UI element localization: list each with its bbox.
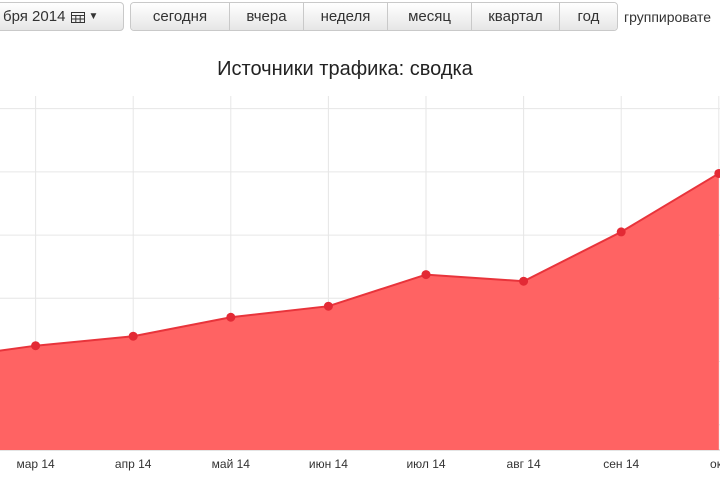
data-point[interactable] [31,341,41,351]
period-button-week[interactable]: неделя [303,3,387,30]
x-tick-label: май 14 [212,457,251,471]
data-point[interactable] [714,168,720,178]
calendar-icon [71,11,86,23]
date-range-button[interactable]: бря 2014 ▼ [0,2,124,31]
data-point[interactable] [421,270,431,280]
period-button-month[interactable]: месяц [387,3,471,30]
x-tick-label: апр 14 [115,457,152,471]
period-selector: сегодня вчера неделя месяц квартал год [130,2,618,31]
period-button-yesterday[interactable]: вчера [229,3,303,30]
data-point[interactable] [226,312,236,322]
chevron-down-icon: ▼ [88,11,99,22]
series-area [0,173,719,450]
x-tick-label: сен 14 [603,457,639,471]
x-tick-label: июл 14 [406,457,445,471]
period-button-year[interactable]: год [559,3,617,30]
x-tick-label: мар 14 [16,457,55,471]
series-points [31,168,720,351]
data-point[interactable] [616,227,626,237]
period-button-quarter[interactable]: квартал [471,3,559,30]
chart-title: Источники трафика: сводка [217,58,473,80]
x-tick-label: авг 14 [507,457,541,471]
data-point[interactable] [323,301,333,311]
x-axis-ticks: мар 14 апр 14 май 14 июн 14 июл 14 авг 14 сен … [16,457,720,471]
period-button-today[interactable]: сегодня [131,3,229,30]
toolbar: бря 2014 ▼ сегодня вчера неделя месяц кв… [0,0,720,34]
data-point[interactable] [128,331,138,341]
group-by-label[interactable]: группировате [624,9,712,25]
date-range-label: бря 2014 [3,8,66,25]
x-tick-label: июн 14 [309,457,348,471]
data-point[interactable] [519,276,529,286]
x-tick-label: окт [710,457,720,471]
